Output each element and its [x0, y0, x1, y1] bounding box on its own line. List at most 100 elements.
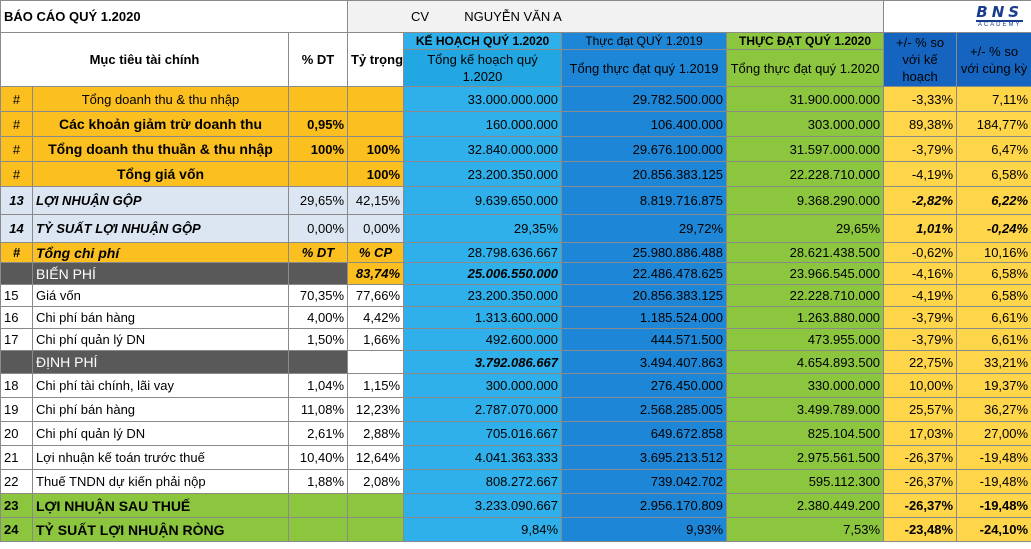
row-index[interactable]: 15 — [0, 284, 33, 307]
row-vs-same[interactable]: 27,00% — [956, 421, 1031, 446]
row-actual-2019[interactable]: 9,93% — [561, 517, 728, 542]
row-vs-same[interactable]: -19,48% — [956, 445, 1031, 470]
row-vs-same[interactable]: -19,48% — [956, 469, 1031, 494]
row-plan[interactable]: 33.000.000.000 — [403, 86, 563, 112]
row-label[interactable]: Tổng doanh thu & thu nhập — [32, 86, 289, 112]
row-vs-plan[interactable]: -26,37% — [883, 493, 958, 518]
row-plan[interactable]: 28.798.636.667 — [403, 242, 563, 263]
header-pct-dt[interactable]: % DT — [287, 32, 349, 87]
row-vs-same[interactable]: 7,11% — [956, 86, 1031, 112]
row-pct-dt[interactable] — [287, 161, 349, 187]
row-vs-same[interactable]: 19,37% — [956, 373, 1031, 398]
row-plan[interactable]: 23.200.350.000 — [403, 161, 563, 187]
row-actual-2019[interactable]: 739.042.702 — [561, 469, 728, 494]
row-actual-2020[interactable]: 1.263.880.000 — [726, 306, 885, 329]
row-actual-2020[interactable]: 2.380.449.200 — [726, 493, 885, 518]
row-label[interactable]: Chi phí quản lý DN — [32, 421, 289, 446]
row-actual-2020[interactable]: 825.104.500 — [726, 421, 885, 446]
row-actual-2019[interactable]: 3.695.213.512 — [561, 445, 728, 470]
row-actual-2019[interactable]: 22.486.478.625 — [561, 262, 728, 285]
row-vs-same[interactable]: -19,48% — [956, 493, 1031, 518]
row-actual-2019[interactable]: 20.856.383.125 — [561, 161, 728, 187]
row-label[interactable]: BIẾN PHÍ — [32, 262, 289, 285]
row-label[interactable]: Tổng chi phí — [32, 242, 289, 263]
row-plan[interactable]: 32.840.000.000 — [403, 136, 563, 162]
row-index[interactable]: 18 — [0, 373, 33, 398]
row-label[interactable]: Chi phí quản lý DN — [32, 328, 289, 351]
row-actual-2020[interactable]: 31.597.000.000 — [726, 136, 885, 162]
row-weight[interactable]: 100% — [347, 136, 405, 162]
row-vs-plan[interactable]: -4,16% — [883, 262, 958, 285]
row-actual-2020[interactable]: 595.112.300 — [726, 469, 885, 494]
row-vs-same[interactable]: 6,47% — [956, 136, 1031, 162]
row-plan[interactable]: 25.006.550.000 — [403, 262, 563, 285]
row-index[interactable]: 23 — [0, 493, 33, 518]
row-pct-dt[interactable]: 11,08% — [287, 397, 349, 422]
row-index[interactable]: 24 — [0, 517, 33, 542]
row-vs-same[interactable]: 6,22% — [956, 186, 1031, 215]
row-weight[interactable]: 2,88% — [347, 421, 405, 446]
row-plan[interactable]: 23.200.350.000 — [403, 284, 563, 307]
row-actual-2020[interactable]: 9.368.290.000 — [726, 186, 885, 215]
row-vs-same[interactable]: -0,24% — [956, 214, 1031, 243]
row-index[interactable]: # — [0, 161, 33, 187]
row-plan[interactable]: 3.233.090.667 — [403, 493, 563, 518]
row-actual-2020[interactable]: 22.228.710.000 — [726, 161, 885, 187]
row-index[interactable]: # — [0, 242, 33, 263]
row-actual-2020[interactable]: 303.000.000 — [726, 111, 885, 137]
row-vs-plan[interactable]: -3,79% — [883, 136, 958, 162]
row-pct-dt[interactable]: 100% — [287, 136, 349, 162]
row-plan[interactable]: 2.787.070.000 — [403, 397, 563, 422]
row-pct-dt[interactable] — [287, 350, 349, 374]
row-pct-dt[interactable]: 4,00% — [287, 306, 349, 329]
row-label[interactable]: Tổng doanh thu thuần & thu nhập — [32, 136, 289, 162]
row-vs-plan[interactable]: -4,19% — [883, 284, 958, 307]
row-plan[interactable]: 808.272.667 — [403, 469, 563, 494]
row-vs-same[interactable]: 6,61% — [956, 306, 1031, 329]
row-index[interactable]: # — [0, 136, 33, 162]
row-vs-plan[interactable]: 10,00% — [883, 373, 958, 398]
row-index[interactable]: # — [0, 111, 33, 137]
row-vs-plan[interactable]: -3,33% — [883, 86, 958, 112]
row-plan[interactable]: 4.041.363.333 — [403, 445, 563, 470]
row-actual-2019[interactable]: 29,72% — [561, 214, 728, 243]
row-actual-2019[interactable]: 2.568.285.005 — [561, 397, 728, 422]
row-actual-2020[interactable]: 3.499.789.000 — [726, 397, 885, 422]
row-actual-2020[interactable]: 23.966.545.000 — [726, 262, 885, 285]
row-label[interactable]: Chi phí bán hàng — [32, 397, 289, 422]
row-vs-plan[interactable]: 22,75% — [883, 350, 958, 374]
row-vs-same[interactable]: -24,10% — [956, 517, 1031, 542]
header-actual-2020-sub[interactable]: Tổng thực đạt quý 1.2020 — [726, 49, 885, 87]
row-pct-dt[interactable]: 10,40% — [287, 445, 349, 470]
row-vs-same[interactable]: 6,58% — [956, 262, 1031, 285]
row-label[interactable]: Các khoản giảm trừ doanh thu — [32, 111, 289, 137]
row-vs-same[interactable]: 6,58% — [956, 284, 1031, 307]
row-vs-same[interactable]: 6,61% — [956, 328, 1031, 351]
row-vs-plan[interactable]: -0,62% — [883, 242, 958, 263]
row-actual-2019[interactable]: 20.856.383.125 — [561, 284, 728, 307]
row-weight[interactable]: 0,00% — [347, 214, 405, 243]
row-weight[interactable] — [347, 111, 405, 137]
row-plan[interactable]: 3.792.086.667 — [403, 350, 563, 374]
row-pct-dt[interactable]: 1,04% — [287, 373, 349, 398]
row-weight[interactable]: 42,15% — [347, 186, 405, 215]
row-actual-2019[interactable]: 106.400.000 — [561, 111, 728, 137]
row-pct-dt[interactable]: 1,88% — [287, 469, 349, 494]
row-actual-2020[interactable]: 7,53% — [726, 517, 885, 542]
row-pct-dt[interactable]: 0,00% — [287, 214, 349, 243]
row-label[interactable]: TỶ SUẤT LỢI NHUẬN GỘP — [32, 214, 289, 243]
row-weight[interactable] — [347, 493, 405, 518]
row-index[interactable]: 14 — [0, 214, 33, 243]
row-vs-plan[interactable]: -26,37% — [883, 469, 958, 494]
report-title[interactable]: BÁO CÁO QUÝ 1.2020 — [0, 0, 349, 33]
row-pct-dt[interactable] — [287, 517, 349, 542]
row-weight[interactable]: 83,74% — [347, 262, 405, 285]
row-vs-same[interactable]: 36,27% — [956, 397, 1031, 422]
header-actual-2019-group[interactable]: Thực đạt QUÝ 1.2019 — [561, 32, 728, 50]
row-vs-plan[interactable]: -3,79% — [883, 328, 958, 351]
row-weight[interactable]: 4,42% — [347, 306, 405, 329]
row-index[interactable] — [0, 262, 33, 285]
row-label[interactable]: Chi phí bán hàng — [32, 306, 289, 329]
row-plan[interactable]: 9.639.650.000 — [403, 186, 563, 215]
row-vs-same[interactable]: 33,21% — [956, 350, 1031, 374]
